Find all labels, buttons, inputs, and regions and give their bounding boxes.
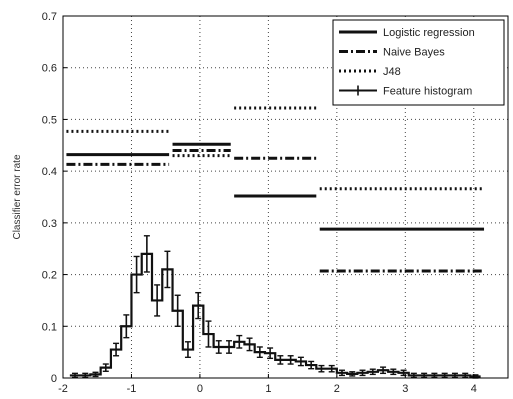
y-tick-label: 0.2: [42, 270, 57, 282]
y-tick-label: 0.6: [42, 63, 57, 75]
legend-label: Logistic regression: [383, 27, 475, 39]
feature-histogram-line: [69, 252, 481, 378]
x-tick-label: -1: [127, 383, 137, 395]
y-tick-label: 0.5: [42, 114, 57, 126]
legend-label: Feature histogram: [383, 86, 472, 98]
legend: Logistic regression Naive Bayes J48 Feature…: [332, 19, 505, 106]
legend-label: Naive Bayes: [383, 47, 445, 59]
y-tick-label: 0.4: [42, 166, 57, 178]
y-tick-label: 0: [51, 373, 57, 385]
plot-frame: [62, 15, 509, 379]
y-tick-label: 0.1: [42, 321, 57, 333]
x-tick-label: 2: [334, 383, 340, 395]
x-tick-label: 3: [402, 383, 408, 395]
y-axis-label: Classifier error rate: [12, 154, 23, 239]
legend-label: J48: [383, 66, 401, 78]
x-tick-label: 4: [471, 383, 477, 395]
x-tick-label: 1: [265, 383, 271, 395]
axis-ticks: -2 -1 0 1 2 3 4 0 0.1 0.2 0.3 0.4 0.5 0.6 0.7: [42, 11, 477, 395]
x-tick-label: 0: [197, 383, 203, 395]
x-tick-label: -2: [58, 383, 68, 395]
y-tick-label: 0.7: [42, 11, 57, 23]
y-tick-label: 0.3: [42, 218, 57, 230]
plot-series: [66, 106, 485, 379]
